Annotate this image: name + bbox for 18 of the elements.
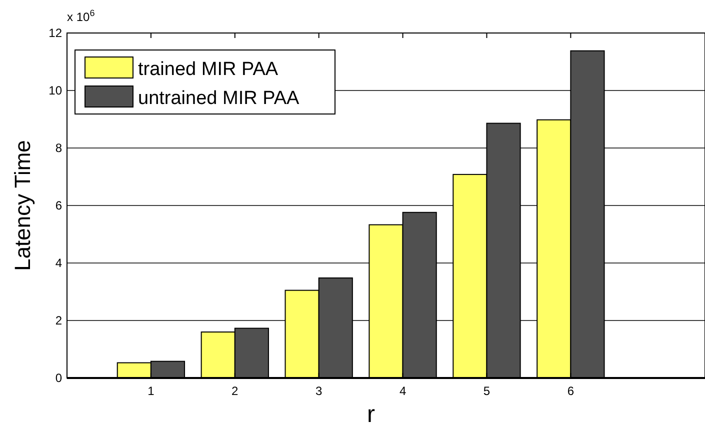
x-tick-label: 2 xyxy=(232,384,239,398)
legend-label: untrained MIR PAA xyxy=(138,88,300,109)
y-tick-label: 10 xyxy=(48,84,62,98)
x-tick-label: 4 xyxy=(399,384,406,398)
y-tick-label: 12 xyxy=(48,26,62,40)
x-tick-label: 5 xyxy=(483,384,490,398)
text: x 10$^{6}$ xyxy=(67,8,95,24)
y-tick-label: 2 xyxy=(55,314,62,328)
x-tick-label: 1 xyxy=(148,384,155,398)
y-tick-label: 4 xyxy=(55,256,62,270)
y-tick-label: 0 xyxy=(55,371,62,385)
x-axis-title: r xyxy=(367,401,375,428)
legend-label: trained MIR PAA xyxy=(138,59,278,80)
y-tick-label: 8 xyxy=(55,141,62,155)
x-tick-label: 3 xyxy=(316,384,322,398)
x-tick-label: 6 xyxy=(567,384,574,398)
y-axis-title: Latency Time xyxy=(10,140,35,271)
y-tick-label: 6 xyxy=(55,198,62,212)
